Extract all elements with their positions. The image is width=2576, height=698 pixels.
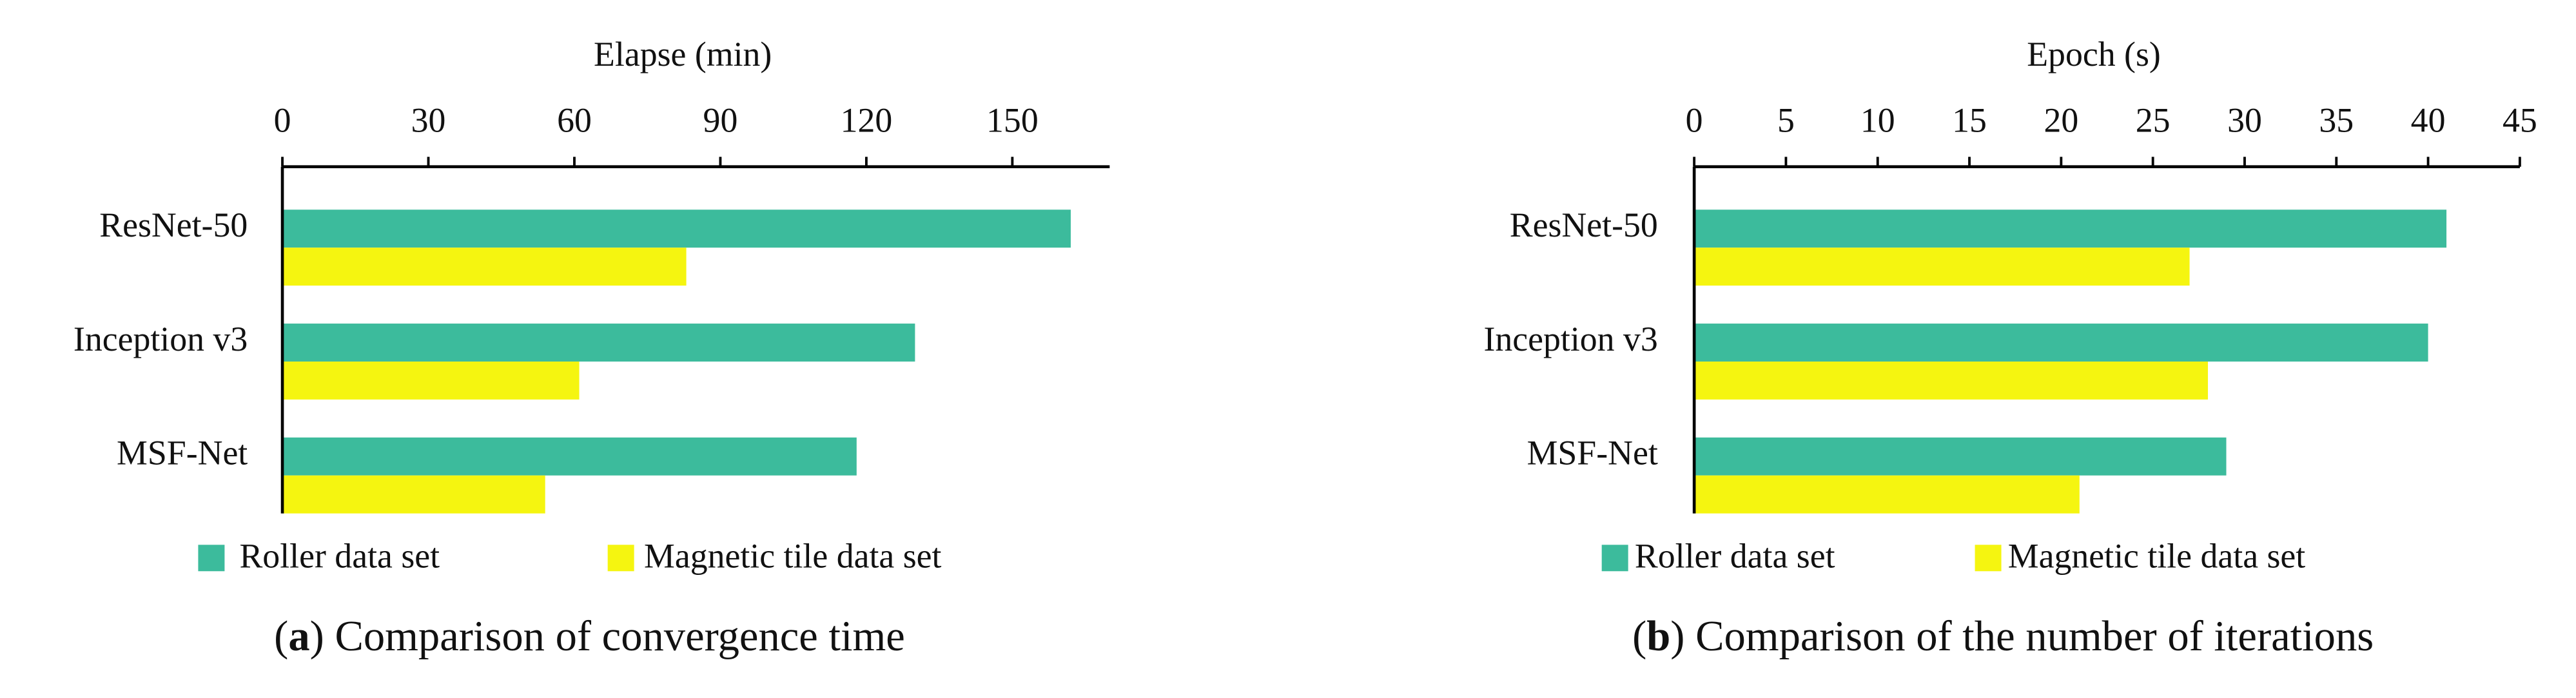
axis-title: Elapse (min) xyxy=(594,35,772,73)
legend-swatch xyxy=(1601,545,1628,572)
x-tick-label: 0 xyxy=(1686,101,1703,139)
bar xyxy=(282,324,915,362)
x-tick-label: 0 xyxy=(274,101,291,139)
bar xyxy=(282,209,1071,248)
x-tick-label: 20 xyxy=(2044,101,2078,139)
legend-label: Magnetic tile data set xyxy=(644,537,942,576)
x-tick-label: 15 xyxy=(1952,101,1987,139)
x-tick-label: 150 xyxy=(986,101,1039,139)
bar xyxy=(1694,209,2447,248)
legend-swatch xyxy=(1975,545,2002,572)
legend-label: Magnetic tile data set xyxy=(2008,537,2306,576)
bar xyxy=(1694,475,2080,514)
x-tick-label: 120 xyxy=(841,101,893,139)
x-tick-label: 10 xyxy=(1860,101,1895,139)
legend-label: Roller data set xyxy=(239,537,440,576)
axis-title: Epoch (s) xyxy=(2027,35,2161,73)
x-tick-label: 45 xyxy=(2503,101,2537,139)
bar xyxy=(1694,247,2190,286)
bar xyxy=(282,361,580,400)
caption-part: ( xyxy=(1632,613,1646,660)
x-tick-label: 60 xyxy=(557,101,592,139)
category-label: ResNet-50 xyxy=(1510,206,1658,244)
bar xyxy=(282,437,857,476)
legend-swatch xyxy=(607,545,634,572)
category-label: MSF-Net xyxy=(117,434,248,472)
legend-label: Roller data set xyxy=(1635,537,1835,576)
x-tick-label: 30 xyxy=(411,101,446,139)
caption: (b) Comparison of the number of iteratio… xyxy=(1632,613,2374,660)
bar xyxy=(1694,361,2209,400)
x-tick-label: 90 xyxy=(703,101,738,139)
caption: (a) Comparison of convergence time xyxy=(274,613,905,660)
category-label: Inception v3 xyxy=(73,320,248,358)
bar xyxy=(1694,437,2227,476)
caption-part: ( xyxy=(274,613,288,660)
legend-swatch xyxy=(198,545,225,572)
caption-part: ) Comparison of convergence time xyxy=(310,613,905,660)
caption-part: a xyxy=(288,613,309,660)
category-label: ResNet-50 xyxy=(99,206,248,244)
x-tick-label: 35 xyxy=(2319,101,2354,139)
x-tick-label: 5 xyxy=(1777,101,1795,139)
caption-part: b xyxy=(1646,613,1670,660)
x-tick-label: 25 xyxy=(2136,101,2171,139)
category-label: Inception v3 xyxy=(1483,320,1657,358)
x-tick-label: 30 xyxy=(2227,101,2262,139)
category-label: MSF-Net xyxy=(1527,434,1658,472)
bar xyxy=(282,475,545,514)
x-tick-label: 40 xyxy=(2411,101,2446,139)
caption-part: ) Comparison of the number of iterations xyxy=(1670,613,2374,660)
bar xyxy=(1694,324,2428,362)
bar xyxy=(282,247,687,286)
